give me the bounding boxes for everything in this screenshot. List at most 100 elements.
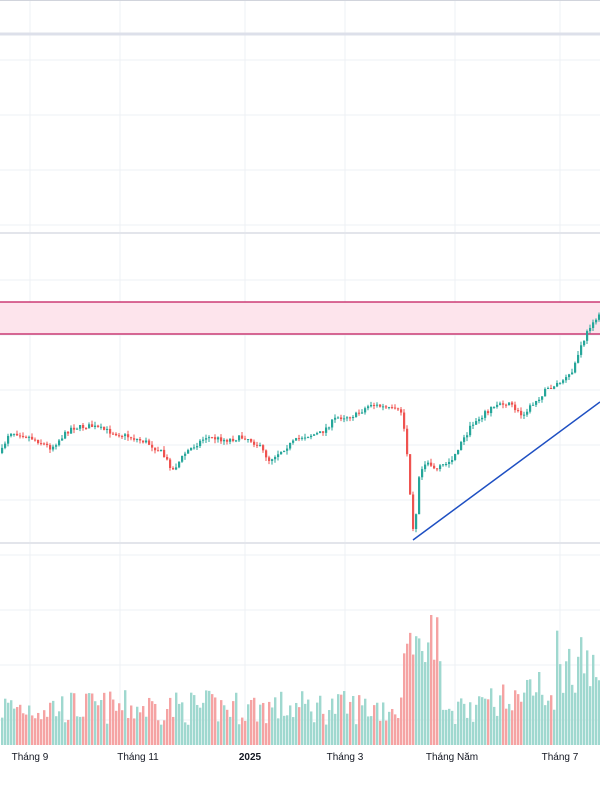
- volume-bar: [130, 705, 133, 745]
- candle-body: [115, 433, 118, 436]
- volume-bar: [229, 716, 232, 745]
- candle-body: [37, 439, 40, 444]
- candle-body: [262, 445, 265, 451]
- volume-bar: [520, 701, 523, 745]
- candle-body: [187, 450, 190, 454]
- volume-bar: [58, 711, 61, 745]
- candle-body: [457, 450, 460, 454]
- candle-body: [328, 427, 331, 429]
- candle-body: [16, 433, 19, 436]
- candle-body: [538, 399, 541, 401]
- candle-body: [7, 435, 10, 444]
- candle-body: [256, 444, 259, 446]
- candle-body: [133, 438, 136, 440]
- volume-bar: [202, 702, 205, 745]
- candle-body: [376, 404, 379, 406]
- volume-bar: [568, 648, 571, 745]
- candle-body: [142, 440, 145, 443]
- volume-bar: [535, 692, 538, 745]
- candle-body: [61, 438, 64, 441]
- candle-body: [232, 438, 235, 441]
- volume-bar: [151, 701, 154, 745]
- candle-body: [151, 444, 154, 448]
- volume-bar: [127, 718, 130, 745]
- volume-bar: [118, 703, 121, 745]
- volume-bar: [463, 703, 466, 745]
- volume-bar: [136, 706, 139, 745]
- volume-bar: [415, 636, 418, 745]
- candle-body: [313, 434, 316, 436]
- volume-bar: [106, 723, 109, 745]
- volume-bar: [364, 698, 367, 745]
- volume-bar: [517, 694, 520, 745]
- candle-body: [370, 405, 373, 407]
- candle-body: [439, 465, 442, 469]
- candle-body: [19, 435, 22, 437]
- volume-bar: [190, 692, 193, 745]
- volume-bar: [322, 713, 325, 745]
- volume-bar: [256, 721, 259, 745]
- volume-bar: [388, 711, 391, 745]
- volume-bar: [340, 694, 343, 745]
- candle-body: [406, 428, 409, 455]
- resistance-zone: [0, 302, 600, 334]
- volume-bar: [37, 712, 40, 745]
- volume-bar: [592, 654, 595, 745]
- volume-bar: [292, 717, 295, 745]
- volume-bar: [34, 718, 37, 745]
- volume-bar: [19, 704, 22, 745]
- volume-bar: [400, 697, 403, 745]
- volume-bar: [157, 720, 160, 745]
- volume-bar: [271, 707, 274, 745]
- candle-body: [145, 440, 148, 443]
- candle-body: [400, 409, 403, 413]
- candle-body: [394, 407, 397, 409]
- volume-bar: [409, 632, 412, 745]
- volume-bar: [529, 679, 532, 745]
- candle-body: [202, 439, 205, 441]
- volume-bar: [457, 701, 460, 745]
- candle-body: [28, 436, 31, 438]
- volume-bar: [139, 712, 142, 745]
- candle-body: [184, 453, 187, 456]
- candle-body: [196, 446, 199, 448]
- volume-bar: [328, 710, 331, 745]
- volume-bar: [469, 702, 472, 745]
- candle-body: [103, 426, 106, 430]
- candle-body: [241, 435, 244, 439]
- candle-body: [571, 372, 574, 375]
- candle-body: [475, 421, 478, 425]
- candle-body: [430, 462, 433, 466]
- volume-bar: [589, 686, 592, 745]
- candle-body: [4, 443, 7, 448]
- candle-body: [85, 428, 88, 430]
- candle-body: [502, 403, 505, 405]
- candle-body: [484, 411, 487, 418]
- candle-body: [532, 404, 535, 406]
- volume-bar: [496, 715, 499, 745]
- volume-bar: [436, 617, 439, 745]
- candle-body: [304, 437, 307, 439]
- candle-body: [259, 445, 262, 447]
- candle-body: [340, 417, 343, 420]
- x-tick-label: 2025: [239, 752, 262, 763]
- volume-bar: [475, 704, 478, 745]
- candle-body: [292, 440, 295, 443]
- volume-bar: [484, 698, 487, 745]
- candle-body: [460, 441, 463, 451]
- volume-bar: [85, 693, 88, 745]
- volume-bar: [382, 702, 385, 745]
- candle-body: [271, 459, 274, 461]
- candle-body: [499, 403, 502, 405]
- volume-bar: [541, 694, 544, 745]
- candle-body: [424, 464, 427, 470]
- candle-body: [517, 410, 520, 412]
- candle-body: [82, 424, 85, 429]
- volume-bar: [316, 702, 319, 745]
- volume-bar: [346, 713, 349, 745]
- volume-bar: [430, 615, 433, 745]
- candle-body: [94, 425, 97, 427]
- candle-body: [322, 431, 325, 433]
